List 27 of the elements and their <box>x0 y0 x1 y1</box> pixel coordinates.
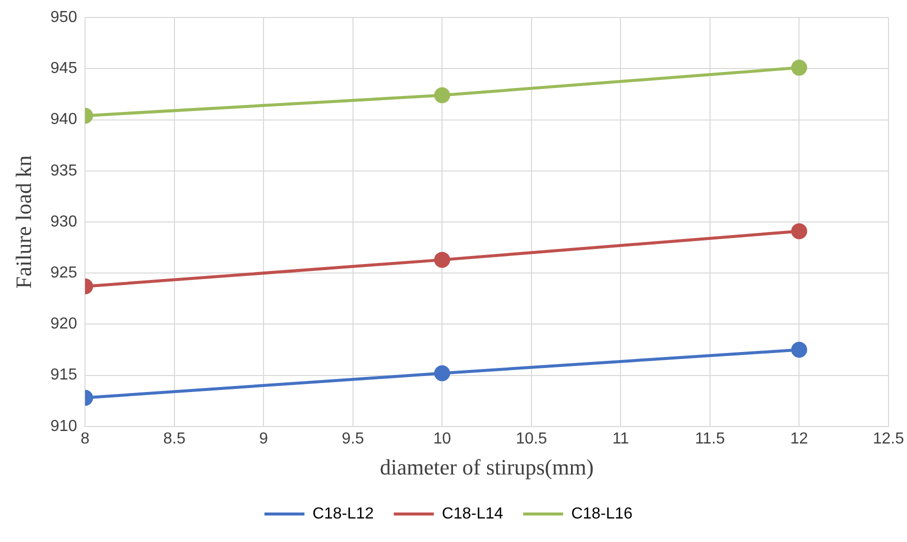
y-tick-label: 915 <box>50 366 78 384</box>
x-tick-label: 10 <box>433 430 452 448</box>
y-tick-label: 920 <box>50 316 78 333</box>
x-tick-label: 12 <box>790 430 808 448</box>
y-tick-label: 945 <box>50 60 78 78</box>
legend-label: C18-L14 <box>442 505 504 522</box>
x-tick-label: 9.5 <box>342 430 364 448</box>
legend-label: C18-L16 <box>571 505 633 522</box>
point <box>791 60 808 76</box>
y-axis-title: Failure load kn <box>10 155 36 289</box>
legend-label: C18-L12 <box>312 505 374 522</box>
x-tick-label: 12.5 <box>872 430 904 448</box>
x-tick-label: 10.5 <box>516 430 548 448</box>
y-tick-label: 940 <box>50 111 78 128</box>
x-axis-title: diameter of stirups(mm) <box>380 454 594 480</box>
point <box>791 223 808 240</box>
y-tick-label: 910 <box>50 418 78 435</box>
x-tick-label: 9 <box>259 430 268 448</box>
x-tick-label: 8.5 <box>163 430 186 448</box>
y-tick-label: 950 <box>50 9 78 26</box>
y-tick-label: 930 <box>50 213 78 230</box>
y-tick-label: 935 <box>50 162 78 180</box>
x-tick-label: 8 <box>80 430 90 448</box>
y-tick-label: 925 <box>50 264 78 282</box>
x-tick-label: 11 <box>612 430 630 448</box>
point <box>791 342 808 358</box>
x-tick-label: 11.5 <box>694 430 725 448</box>
